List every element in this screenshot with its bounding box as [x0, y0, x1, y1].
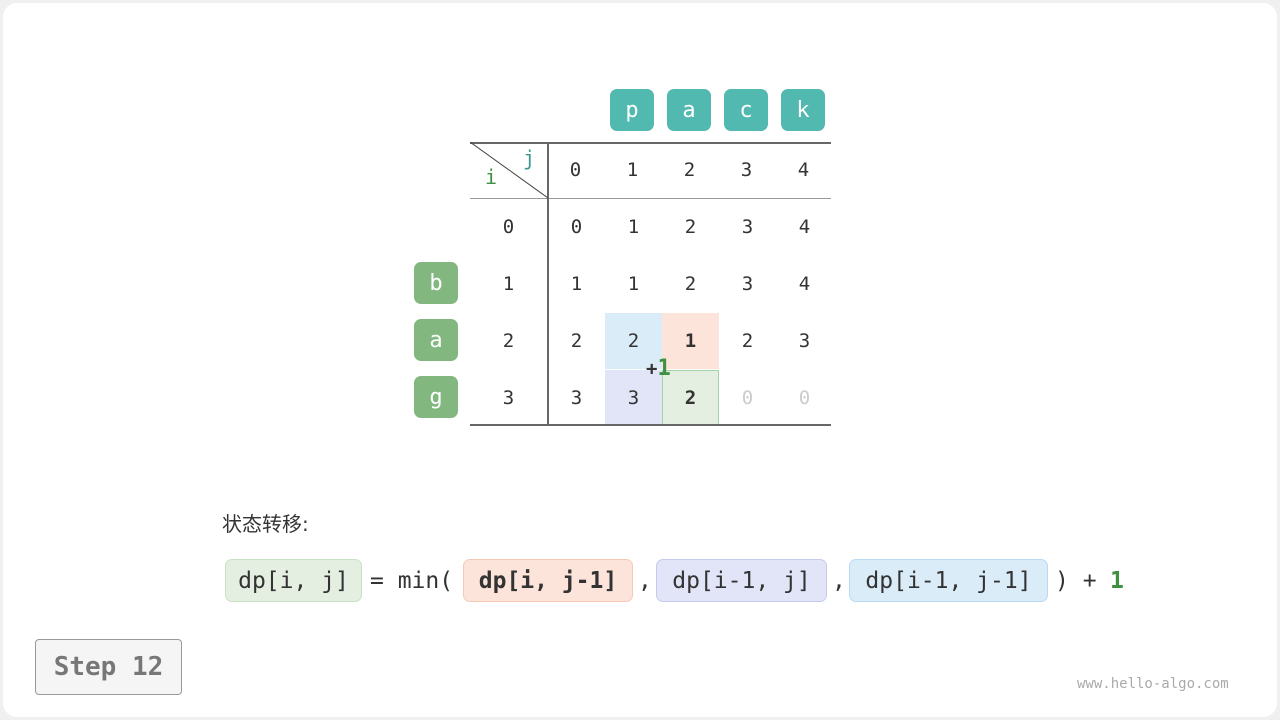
diagonal-line: [470, 142, 548, 198]
dp-cell: 3: [741, 273, 754, 295]
section-title: 状态转移:: [222, 512, 309, 536]
column-index: 1: [626, 159, 639, 181]
dp-cell: 2: [570, 330, 583, 352]
row-index: 1: [502, 273, 515, 295]
dp-cell: 1: [570, 273, 583, 295]
formula-term-up: dp[i-1, j]: [656, 559, 827, 602]
dp-cell: 0: [741, 387, 754, 409]
dp-cell: 3: [741, 216, 754, 238]
table-vertical-line: [547, 142, 549, 425]
plus-one-annotation: +1: [646, 356, 671, 381]
formula-target: dp[i, j]: [225, 559, 362, 602]
column-index: 0: [569, 159, 582, 181]
dp-cell: 4: [798, 273, 811, 295]
formula-comma: ,: [638, 567, 652, 594]
table-header-line: [470, 198, 831, 199]
dp-cell: 0: [570, 216, 583, 238]
column-char-chip: p: [610, 89, 654, 131]
axis-label-i: i: [485, 165, 498, 189]
plus-one-value: 1: [657, 356, 671, 381]
plus-sign: +: [646, 358, 658, 380]
dp-cell: 0: [798, 387, 811, 409]
column-index: 2: [683, 159, 696, 181]
formula-term-diag: dp[i-1, j-1]: [849, 559, 1048, 602]
axis-label-j: j: [523, 146, 536, 170]
column-char-chip: k: [781, 89, 825, 131]
formula-one: 1: [1110, 567, 1124, 594]
row-index: 3: [502, 387, 515, 409]
dp-cell: 1: [627, 273, 640, 295]
dp-cell-highlighted: 1: [662, 313, 719, 369]
row-char-chip: g: [414, 376, 458, 418]
dp-cell: 3: [798, 330, 811, 352]
row-char-chip: a: [414, 319, 458, 361]
formula-eq-min: = min(: [370, 567, 454, 594]
dp-cell: 1: [627, 216, 640, 238]
dp-cell: 2: [684, 273, 697, 295]
dp-cell-highlighted: 2: [605, 313, 662, 369]
step-label: Step 12: [35, 639, 182, 695]
column-char-chip: c: [724, 89, 768, 131]
table-bottom-line: [470, 424, 831, 426]
dp-cell: 4: [798, 216, 811, 238]
dp-cell-highlighted: 2: [662, 370, 719, 426]
dp-cell-highlighted: 3: [605, 370, 662, 426]
column-index: 3: [740, 159, 753, 181]
dp-cell: 2: [741, 330, 754, 352]
row-index: 0: [502, 216, 515, 238]
watermark: www.hello-algo.com: [1077, 676, 1229, 692]
dp-cell: 2: [684, 216, 697, 238]
row-char-chip: b: [414, 262, 458, 304]
formula-term-left: dp[i, j-1]: [463, 559, 633, 602]
dp-cell: 3: [570, 387, 583, 409]
formula-comma: ,: [832, 567, 846, 594]
table-top-line: [470, 142, 831, 144]
formula-close-plus: ) +: [1055, 567, 1097, 594]
column-char-chip: a: [667, 89, 711, 131]
row-index: 2: [502, 330, 515, 352]
column-index: 4: [797, 159, 810, 181]
